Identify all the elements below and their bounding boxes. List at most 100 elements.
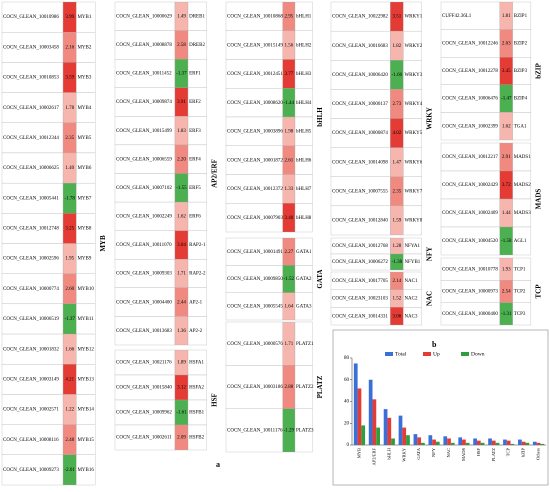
gene-id: COCN_GLEAN_10011452 bbox=[116, 72, 172, 77]
fold-change: 2.20 bbox=[177, 157, 186, 162]
gene-cell bbox=[114, 201, 176, 231]
family-label: NFY bbox=[425, 247, 433, 261]
panel-label: a bbox=[216, 460, 220, 469]
family-label: MYB bbox=[99, 235, 107, 252]
tf-name: MYB7 bbox=[77, 196, 91, 201]
tf-name: bHLH4 bbox=[296, 101, 312, 106]
tf-name: GATA1 bbox=[296, 250, 312, 255]
gene-cell bbox=[1, 333, 64, 365]
bar bbox=[480, 442, 485, 445]
bar bbox=[417, 437, 422, 445]
gene-id: COCN_GLEAN_10012840 bbox=[332, 219, 388, 224]
gene-cell bbox=[1, 92, 64, 123]
gene-cell bbox=[114, 259, 176, 288]
tf-name: NFYB1 bbox=[404, 260, 420, 265]
fold-change: 1.44 bbox=[502, 211, 511, 216]
gene-cell bbox=[440, 142, 500, 172]
tf-name: BZIP4 bbox=[514, 97, 528, 102]
gene-id: COCN_GLEAN_10010868 bbox=[227, 15, 283, 20]
tf-name: TCP1 bbox=[514, 267, 526, 272]
gene-cell bbox=[1, 243, 64, 274]
gene-cell bbox=[225, 365, 283, 409]
gene-id: COCN_GLEAN_10002429 bbox=[442, 183, 498, 188]
bar bbox=[503, 439, 507, 445]
fold-change: 1.66 bbox=[65, 347, 74, 352]
gene-id: COCN_GLEAN_10006420 bbox=[332, 73, 388, 78]
gene-id: COCN_GLEAN_10009850 bbox=[227, 277, 283, 282]
tf-cell bbox=[512, 302, 532, 326]
y-tick-label: 60 bbox=[344, 378, 350, 383]
gene-id: COCN_GLEAN_10015840 bbox=[116, 386, 172, 391]
gene-id: COCN_GLEAN_10012278 bbox=[442, 69, 498, 74]
fold-change: -1.44 bbox=[284, 101, 295, 106]
gene-id: COCN_GLEAN_10012372 bbox=[227, 187, 283, 192]
tf-cell bbox=[187, 316, 207, 346]
fold-change: 2.63 bbox=[502, 42, 511, 47]
tf-name: WRKY3 bbox=[404, 73, 422, 78]
fold-change: 3.99 bbox=[65, 15, 74, 20]
bar bbox=[447, 438, 451, 445]
fold-change: 1.71 bbox=[177, 272, 186, 277]
gene-id: COCN_GLEAN_10009874 bbox=[116, 100, 172, 105]
fold-change: 2.60 bbox=[65, 287, 74, 292]
gene-id: COCN_GLEAN_10000400 bbox=[442, 312, 498, 317]
tf-name: WRKY1 bbox=[404, 15, 422, 20]
bar bbox=[432, 439, 436, 445]
legend-label: Total bbox=[395, 351, 407, 357]
bar bbox=[521, 441, 526, 445]
fold-change: 2.27 bbox=[284, 250, 293, 255]
tf-name: PLATZ2 bbox=[296, 385, 314, 390]
gene-id: COCN_GLEAN_10010986 bbox=[3, 15, 59, 20]
gene-id: COCN_GLEAN_10000137 bbox=[332, 102, 388, 107]
fold-change: -1.78 bbox=[64, 196, 75, 201]
bar bbox=[525, 442, 530, 445]
fold-change: -1.47 bbox=[501, 97, 512, 102]
gene-id: COCN_GLEAN_10012344 bbox=[3, 136, 59, 141]
gene-cell bbox=[114, 59, 176, 88]
bar bbox=[368, 379, 373, 445]
fold-change: 3.51 bbox=[393, 15, 402, 20]
gene-cell bbox=[440, 84, 500, 113]
gene-id: COCN_GLEAN_10006559 bbox=[116, 157, 172, 162]
bar bbox=[443, 436, 448, 445]
legend-swatch bbox=[385, 352, 393, 356]
y-tick-label: 40 bbox=[344, 400, 350, 405]
gene-id: COCN_GLEAN_10000774 bbox=[3, 287, 59, 292]
gene-cell bbox=[225, 59, 283, 89]
gene-id: COCN_GLEAN_10012217 bbox=[442, 155, 498, 160]
gene-id: COCN_GLEAN_10009962 bbox=[116, 411, 172, 416]
gene-id: COCN_GLEAN_10002611 bbox=[116, 436, 172, 441]
fold-change: 3.91 bbox=[177, 100, 186, 105]
tf-cell bbox=[294, 203, 313, 233]
y-tick-label: 80 bbox=[344, 356, 350, 361]
gene-id: COCN_GLEAN_10015499 bbox=[116, 129, 172, 134]
gene-id: COCN_GLEAN_10002249 bbox=[116, 215, 172, 220]
gene-id: COCN_GLEAN_10012748 bbox=[3, 227, 59, 232]
gene-cell bbox=[114, 1, 176, 31]
fold-change: 3.59 bbox=[65, 76, 74, 81]
fold-change: 2.61 bbox=[284, 158, 293, 163]
bar bbox=[421, 442, 425, 445]
gene-cell bbox=[225, 408, 283, 453]
tf-name: GATA3 bbox=[296, 304, 312, 309]
tf-name: ERF3 bbox=[189, 129, 201, 134]
gene-cell bbox=[114, 87, 176, 117]
gene-id: COCN_GLEAN_10017705 bbox=[332, 279, 388, 284]
tf-name: WRKY6 bbox=[404, 160, 422, 165]
bar bbox=[391, 438, 395, 445]
gene-cell bbox=[225, 203, 283, 233]
gene-cell bbox=[1, 424, 64, 455]
fold-change: 2.91 bbox=[502, 155, 511, 160]
tf-name: ERF1 bbox=[189, 72, 201, 77]
tf-cell bbox=[294, 408, 313, 453]
gene-id: COCN_GLEAN_10007102 bbox=[116, 186, 172, 191]
x-tick-label: TCP bbox=[506, 448, 511, 457]
tf-name: MYB11 bbox=[77, 317, 94, 322]
fold-change: 1.64 bbox=[284, 304, 293, 309]
tf-name: WRKY4 bbox=[404, 102, 422, 107]
fold-change: 1.62 bbox=[502, 124, 511, 129]
gene-id: COCN_GLEAN_10012451 bbox=[227, 72, 283, 77]
tf-name: MYB15 bbox=[77, 438, 94, 443]
tf-name: HSFA1 bbox=[189, 361, 204, 366]
